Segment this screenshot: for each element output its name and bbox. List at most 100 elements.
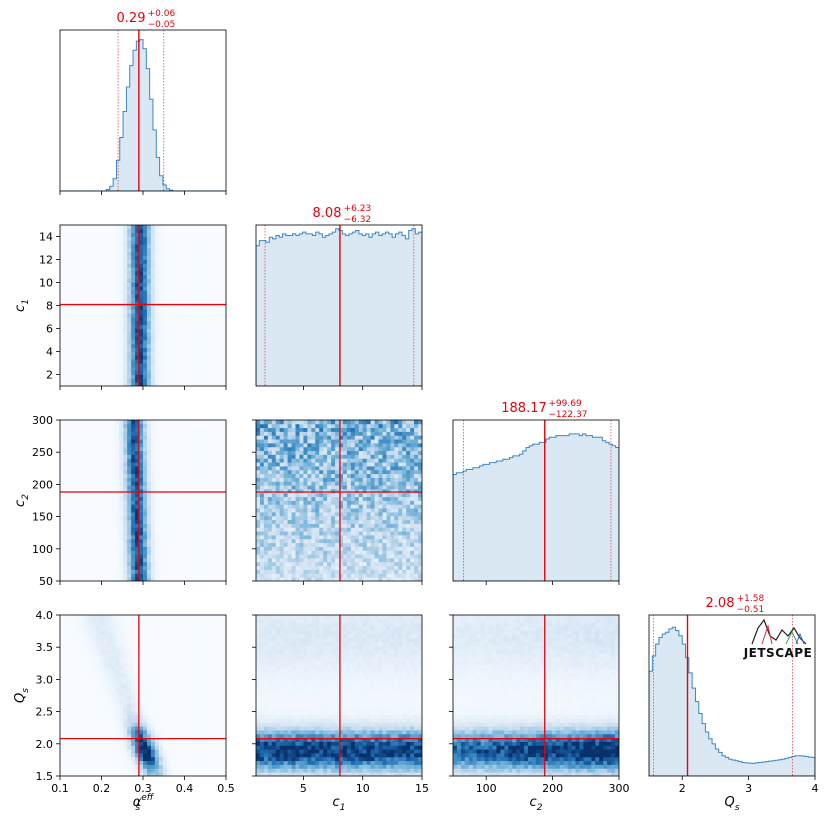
density-cell [303,504,307,508]
density-cell [371,458,375,462]
density-cell [276,543,280,547]
density-cell [323,531,327,535]
density-cell [299,462,303,466]
density-cell [111,478,115,482]
density-cell [296,520,300,524]
density-cell [303,435,307,439]
density-cell [131,336,135,340]
density-cell [214,573,218,577]
density-cell [214,363,218,367]
density-cell [367,428,371,432]
density-cell [131,306,135,310]
density-cell [115,570,119,574]
density-cell [190,271,194,275]
density-cell [103,317,107,321]
density-cell [371,439,375,443]
density-cell [68,547,72,551]
density-cell [183,539,187,543]
density-cell [347,493,351,497]
density-cell [371,432,375,436]
density-cell [363,432,367,436]
density-cell [88,566,92,570]
y-tick-label: 4 [46,346,53,359]
density-cell [198,462,202,466]
density-cell [315,531,319,535]
density-cell [202,244,206,248]
density-cell [299,547,303,551]
density-cell [72,275,76,279]
density-cell [276,466,280,470]
density-cell [214,558,218,562]
density-cell [210,458,214,462]
density-cell [64,279,68,283]
density-cell [103,478,107,482]
density-cell [179,317,183,321]
density-cell [100,451,104,455]
density-cell [272,424,276,428]
density-cell [123,302,127,306]
density-cell [206,566,210,570]
density-cell [123,352,127,356]
density-cell [115,294,119,298]
density-cell [179,340,183,344]
density-cell [367,504,371,508]
density-cell [103,550,107,554]
density-cell [139,244,143,248]
density-cell [315,524,319,528]
density-cell [210,317,214,321]
density-cell [190,375,194,379]
density-cell [159,279,163,283]
density-cell [139,573,143,577]
density-cell [280,458,284,462]
density-cell [311,554,315,558]
density-cell [202,240,206,244]
density-cell [68,378,72,382]
density-cell [256,501,260,505]
density-cell [143,558,147,562]
density-cell [84,573,88,577]
density-cell [155,478,159,482]
density-cell [131,325,135,329]
density-cell [119,325,123,329]
density-cell [64,294,68,298]
density-cell [100,325,104,329]
density-cell [143,378,147,382]
density-cell [115,256,119,260]
density-cell [315,439,319,443]
density-cell [76,512,80,516]
density-cell [127,547,131,551]
density-cell [175,363,179,367]
density-cell [68,302,72,306]
density-cell [307,562,311,566]
density-cell [64,240,68,244]
density-cell [80,233,84,237]
density-cell [198,451,202,455]
density-cell [367,543,371,547]
density-cell [167,344,171,348]
density-cell [186,279,190,283]
density-cell [76,363,80,367]
density-cell [80,428,84,432]
density-cell [103,279,107,283]
density-cell [276,474,280,478]
density-cell [115,229,119,233]
density-cell [88,229,92,233]
density-cell [80,279,84,283]
density-cell [194,485,198,489]
density-cell [210,455,214,459]
density-cell [347,539,351,543]
density-cell [296,462,300,466]
density-cell [190,344,194,348]
density-cell [379,432,383,436]
density-cell [198,474,202,478]
density-cell [214,336,218,340]
density-cell [335,481,339,485]
density-cell [88,573,92,577]
density-cell [171,309,175,313]
density-cell [214,485,218,489]
density-cell [186,566,190,570]
density-cell [280,443,284,447]
density-cell [139,439,143,443]
density-cell [284,497,288,501]
density-cell [103,420,107,424]
